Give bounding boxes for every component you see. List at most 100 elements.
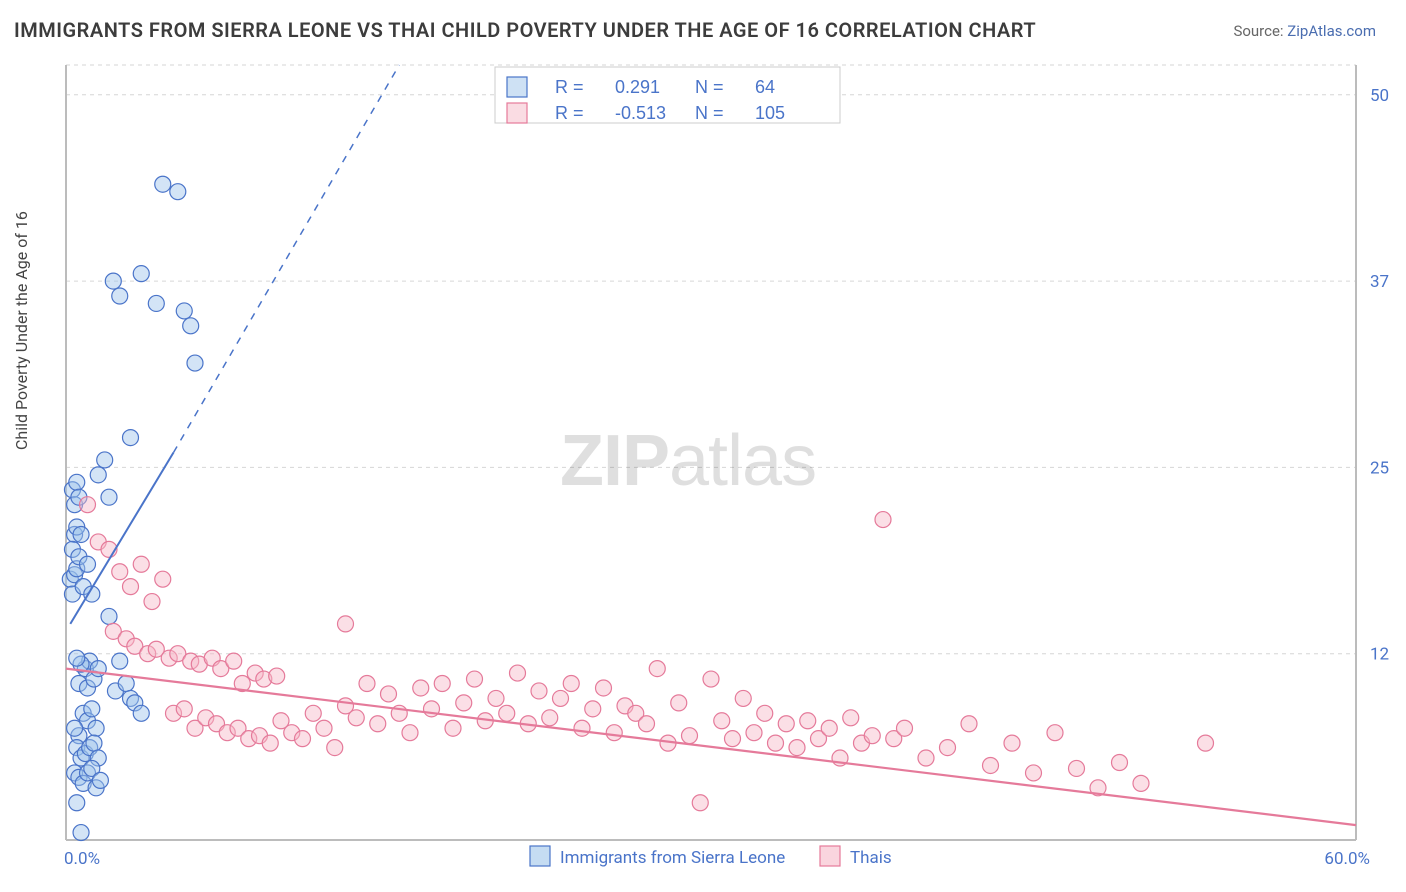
data-point xyxy=(80,497,96,513)
data-point xyxy=(1004,735,1020,751)
legend-label: Thais xyxy=(850,848,892,868)
data-point xyxy=(499,705,515,721)
data-point xyxy=(187,355,203,371)
data-point xyxy=(800,713,816,729)
stats-n-value: 105 xyxy=(755,103,785,123)
data-point xyxy=(1026,765,1042,781)
data-point xyxy=(112,653,128,669)
data-point xyxy=(735,690,751,706)
data-point xyxy=(148,295,164,311)
stats-n-value: 64 xyxy=(755,77,775,97)
data-point xyxy=(434,676,450,692)
legend-swatch xyxy=(530,846,550,866)
data-point xyxy=(112,288,128,304)
data-point xyxy=(596,680,612,696)
data-point xyxy=(144,594,160,610)
data-point xyxy=(183,318,199,334)
legend-swatch xyxy=(507,103,527,123)
data-point xyxy=(413,680,429,696)
legend-swatch xyxy=(507,77,527,97)
y-tick-label: 37.5% xyxy=(1370,272,1390,292)
data-point xyxy=(757,705,773,721)
data-point xyxy=(714,713,730,729)
data-point xyxy=(381,686,397,702)
data-point xyxy=(370,716,386,732)
data-point xyxy=(467,671,483,687)
data-point xyxy=(789,740,805,756)
data-point xyxy=(864,728,880,744)
data-point xyxy=(402,725,418,741)
data-point xyxy=(778,716,794,732)
data-point xyxy=(86,735,102,751)
data-point xyxy=(69,795,85,811)
scatter-chart: 12.5%25.0%37.5%50.0%0.0%60.0%R =0.291N =… xyxy=(50,55,1390,885)
data-point xyxy=(69,474,85,490)
data-point xyxy=(88,720,104,736)
data-point xyxy=(305,705,321,721)
data-point xyxy=(67,720,83,736)
chart-title: IMMIGRANTS FROM SIERRA LEONE VS THAI CHI… xyxy=(14,18,1036,42)
data-point xyxy=(133,556,149,572)
data-point xyxy=(123,579,139,595)
trend-line-extrapolated xyxy=(174,65,400,453)
data-point xyxy=(1112,755,1128,771)
data-point xyxy=(105,273,121,289)
data-point xyxy=(176,303,192,319)
data-point xyxy=(118,676,134,692)
data-point xyxy=(92,772,108,788)
data-point xyxy=(170,184,186,200)
data-point xyxy=(316,720,332,736)
stats-r-value: -0.513 xyxy=(615,103,666,123)
data-point xyxy=(101,608,117,624)
data-point xyxy=(155,571,171,587)
data-point xyxy=(510,665,526,681)
x-tick-label: 0.0% xyxy=(64,849,100,869)
data-point xyxy=(133,705,149,721)
data-point xyxy=(90,467,106,483)
legend-label: Immigrants from Sierra Leone xyxy=(560,848,785,868)
data-point xyxy=(348,710,364,726)
data-point xyxy=(1198,735,1214,751)
stats-n-label: N = xyxy=(695,77,724,97)
data-point xyxy=(73,526,89,542)
data-point xyxy=(585,701,601,717)
data-point xyxy=(69,650,85,666)
data-point xyxy=(918,750,934,766)
data-point xyxy=(269,668,285,684)
trend-line xyxy=(66,669,1356,825)
data-point xyxy=(1047,725,1063,741)
data-point xyxy=(84,701,100,717)
data-point xyxy=(133,266,149,282)
data-point xyxy=(703,671,719,687)
data-point xyxy=(295,731,311,747)
data-point xyxy=(961,716,977,732)
legend-swatch xyxy=(820,846,840,866)
data-point xyxy=(940,740,956,756)
data-point xyxy=(531,683,547,699)
data-point xyxy=(983,757,999,773)
data-point xyxy=(456,695,472,711)
data-point xyxy=(1069,760,1085,776)
data-point xyxy=(574,720,590,736)
data-point xyxy=(821,720,837,736)
data-point xyxy=(639,716,655,732)
data-point xyxy=(843,710,859,726)
data-point xyxy=(875,512,891,528)
data-point xyxy=(97,452,113,468)
source-link[interactable]: ZipAtlas.com xyxy=(1287,22,1376,40)
stats-r-value: 0.291 xyxy=(615,77,660,97)
stats-r-label: R = xyxy=(555,103,584,123)
stats-r-label: R = xyxy=(555,77,584,97)
data-point xyxy=(563,676,579,692)
data-point xyxy=(553,690,569,706)
data-point xyxy=(155,176,171,192)
y-tick-label: 25.0% xyxy=(1370,458,1390,478)
data-point xyxy=(768,735,784,751)
data-point xyxy=(1133,775,1149,791)
data-point xyxy=(112,564,128,580)
data-point xyxy=(725,731,741,747)
data-point xyxy=(262,735,278,751)
data-point xyxy=(542,710,558,726)
stats-n-label: N = xyxy=(695,103,724,123)
data-point xyxy=(226,653,242,669)
